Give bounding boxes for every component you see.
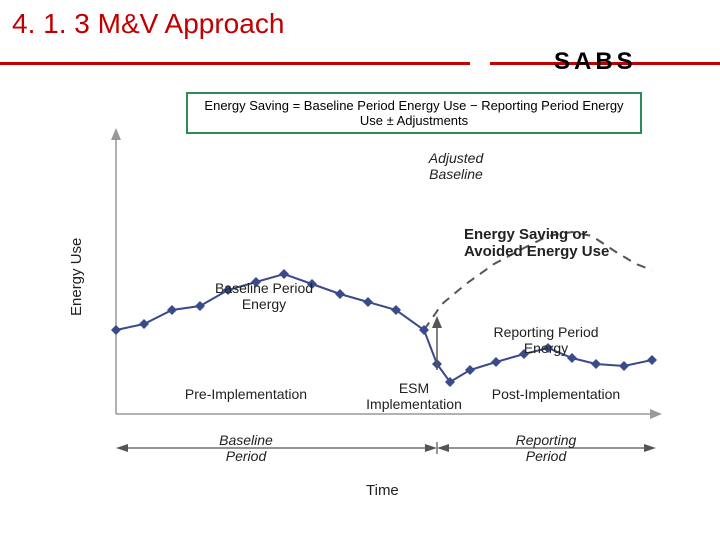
slide-title: 4. 1. 3 M&V Approach bbox=[12, 8, 284, 40]
pre-impl-label: Pre-Implementation bbox=[156, 386, 336, 402]
rule-left bbox=[0, 62, 470, 65]
baseline-period-label: BaselinePeriod bbox=[196, 432, 296, 464]
post-impl-label: Post-Implementation bbox=[476, 386, 636, 402]
reporting-period-label: ReportingPeriod bbox=[496, 432, 596, 464]
esm-impl-label: ESMImplementation bbox=[354, 380, 474, 412]
energy-saving-label: Energy Saving orAvoided Energy Use bbox=[464, 226, 644, 261]
mv-chart: Energy Saving = Baseline Period Energy U… bbox=[76, 86, 672, 506]
adjusted-baseline-label: AdjustedBaseline bbox=[406, 150, 506, 182]
sabs-logo: SABS bbox=[554, 48, 637, 76]
baseline-energy-label: Baseline PeriodEnergy bbox=[204, 280, 324, 312]
reporting-energy-label: Reporting PeriodEnergy bbox=[476, 324, 616, 356]
x-axis-label: Time bbox=[366, 482, 399, 499]
